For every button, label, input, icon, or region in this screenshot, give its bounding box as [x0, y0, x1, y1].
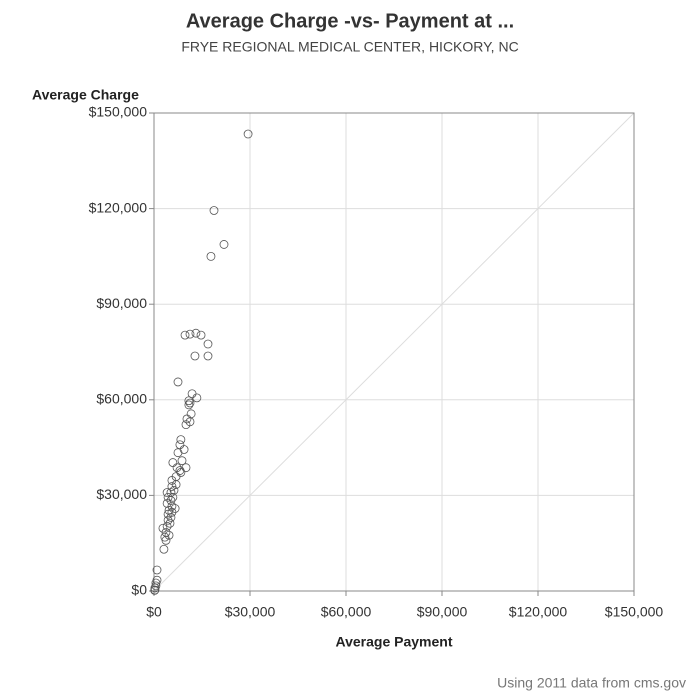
x-tick-label: $90,000: [417, 604, 468, 620]
y-tick-label: $150,000: [89, 104, 148, 120]
point: [161, 535, 171, 545]
point: [179, 445, 189, 454]
point: [173, 377, 183, 387]
point: [164, 530, 174, 540]
x-tick-label: $60,000: [321, 604, 372, 620]
x-axis-label: Average Payment: [336, 634, 453, 650]
x-tick-label: $120,000: [509, 604, 568, 620]
point: [206, 251, 216, 261]
point: [185, 417, 195, 427]
y-tick-label: $30,000: [96, 486, 147, 502]
point: [159, 544, 169, 554]
y-axis-label: Average Charge: [32, 87, 139, 103]
y-tick-label: $60,000: [96, 391, 147, 407]
point: [209, 206, 219, 215]
point: [166, 512, 176, 522]
point: [150, 585, 160, 595]
y-tick-label: $90,000: [96, 295, 147, 311]
x-tick-label: $30,000: [225, 604, 276, 620]
point: [180, 330, 190, 340]
point: [186, 409, 196, 419]
point: [243, 129, 253, 139]
point: [171, 480, 181, 489]
point: [162, 488, 172, 497]
chart-title: Average Charge -vs- Payment at ...: [186, 10, 514, 32]
point: [191, 328, 201, 338]
point: [184, 400, 194, 410]
point: [182, 414, 192, 424]
point: [181, 463, 191, 473]
point: [175, 440, 185, 450]
y-tick-label: $120,000: [89, 199, 148, 215]
point: [151, 578, 161, 588]
point: [219, 240, 229, 249]
point: [190, 351, 200, 361]
point: [163, 509, 173, 519]
point: [165, 518, 175, 528]
point: [196, 330, 206, 340]
point: [185, 329, 195, 339]
point: [164, 505, 174, 515]
point: [162, 498, 172, 508]
point: [184, 396, 194, 406]
footnote: Using 2011 data from cms.gov: [497, 675, 686, 691]
point: [163, 492, 173, 502]
point: [177, 456, 187, 466]
point: [173, 448, 183, 458]
chart-subtitle: FRYE REGIONAL MEDICAL CENTER, HICKORY, N…: [181, 39, 518, 55]
point: [169, 485, 179, 495]
x-tick-label: $0: [146, 604, 162, 620]
point: [203, 351, 213, 361]
y-tick-label: $0: [131, 582, 147, 598]
point: [185, 398, 195, 408]
plot-frame: [153, 112, 635, 592]
point: [163, 515, 173, 525]
x-tick-label: $150,000: [605, 604, 664, 620]
point: [192, 393, 202, 403]
point: [168, 458, 178, 467]
point: [203, 339, 213, 349]
point: [151, 581, 161, 591]
point: [152, 565, 162, 575]
point: [176, 435, 186, 445]
point: [162, 521, 172, 531]
reference-line: [153, 112, 635, 592]
